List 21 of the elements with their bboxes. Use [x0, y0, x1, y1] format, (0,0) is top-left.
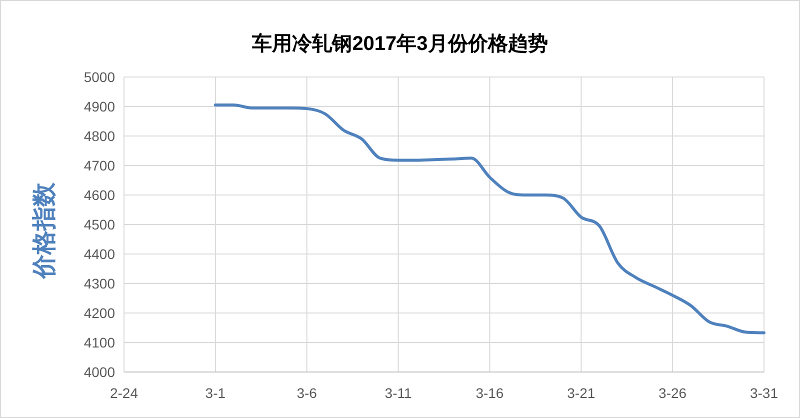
- y-tick-label: 4100: [84, 334, 116, 350]
- y-tick-label: 4900: [84, 98, 116, 114]
- y-tick-label: 4700: [84, 158, 116, 174]
- y-tick-label: 5000: [84, 69, 116, 85]
- x-tick-label: 3-6: [296, 385, 318, 401]
- y-tick-label: 4000: [84, 364, 116, 380]
- y-axis-title: 价格指数: [31, 182, 58, 280]
- y-tick-label: 4800: [84, 128, 116, 144]
- chart-title: 车用冷轧钢2017年3月份价格趋势: [251, 32, 548, 55]
- y-tick-label: 4600: [84, 187, 116, 203]
- x-tick-label: 3-26: [658, 385, 687, 401]
- x-tick-label: 3-1: [205, 385, 226, 401]
- y-tick-label: 4400: [84, 246, 116, 262]
- y-tick-label: 4200: [84, 305, 116, 321]
- x-tick-label: 3-11: [384, 385, 412, 401]
- x-tick-label: 3-16: [476, 385, 504, 401]
- x-tick-label: 2-24: [110, 385, 138, 401]
- y-tick-label: 4300: [84, 276, 116, 292]
- x-tick-label: 3-31: [750, 385, 778, 401]
- y-tick-label: 4500: [84, 216, 116, 232]
- x-tick-label: 3-21: [567, 385, 596, 401]
